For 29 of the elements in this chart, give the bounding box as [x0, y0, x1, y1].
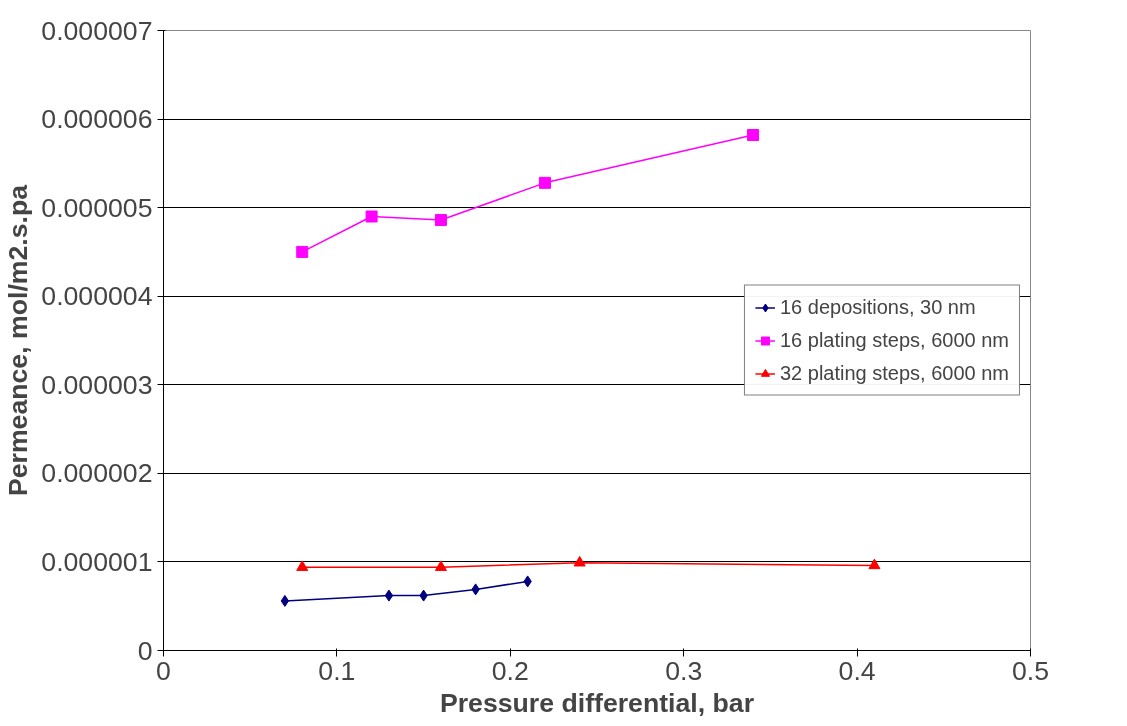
point [384, 589, 394, 602]
point [365, 210, 378, 223]
x-tick-label: 0.5 [1011, 655, 1050, 686]
point [868, 558, 881, 570]
point [434, 214, 447, 227]
x-tick-label: 0.1 [318, 655, 356, 686]
x-tick-label: 0.2 [491, 655, 529, 686]
point [747, 129, 760, 142]
y-tick-label: 0.000001 [41, 546, 153, 577]
y-tick-label: 0.000005 [41, 192, 153, 223]
point [538, 176, 551, 189]
legend-label: 32 plating steps, 6000 nm [779, 361, 1009, 385]
y-tick-label: 0.000002 [41, 458, 153, 489]
point [296, 245, 309, 258]
legend-label: 16 plating steps, 6000 nm [779, 328, 1009, 352]
point [573, 555, 586, 567]
x-tick-label: 0.3 [665, 655, 703, 686]
y-axis-title: Permeance, mol/m2.s.pa [3, 184, 34, 497]
y-tick-label: 0.000007 [41, 15, 153, 46]
legend-label: 16 depositions, 30 nm [779, 295, 976, 319]
point [280, 594, 290, 607]
y-tick-label: 0.000004 [41, 281, 153, 312]
point [434, 560, 447, 571]
point [296, 560, 309, 571]
x-tick-label: 0.4 [838, 655, 876, 686]
x-axis-title: Pressure differential, bar [439, 687, 755, 718]
y-tick-label: 0 [137, 635, 153, 666]
y-tick-label: 0.000006 [41, 104, 153, 135]
y-tick-label: 0.000003 [41, 369, 153, 400]
